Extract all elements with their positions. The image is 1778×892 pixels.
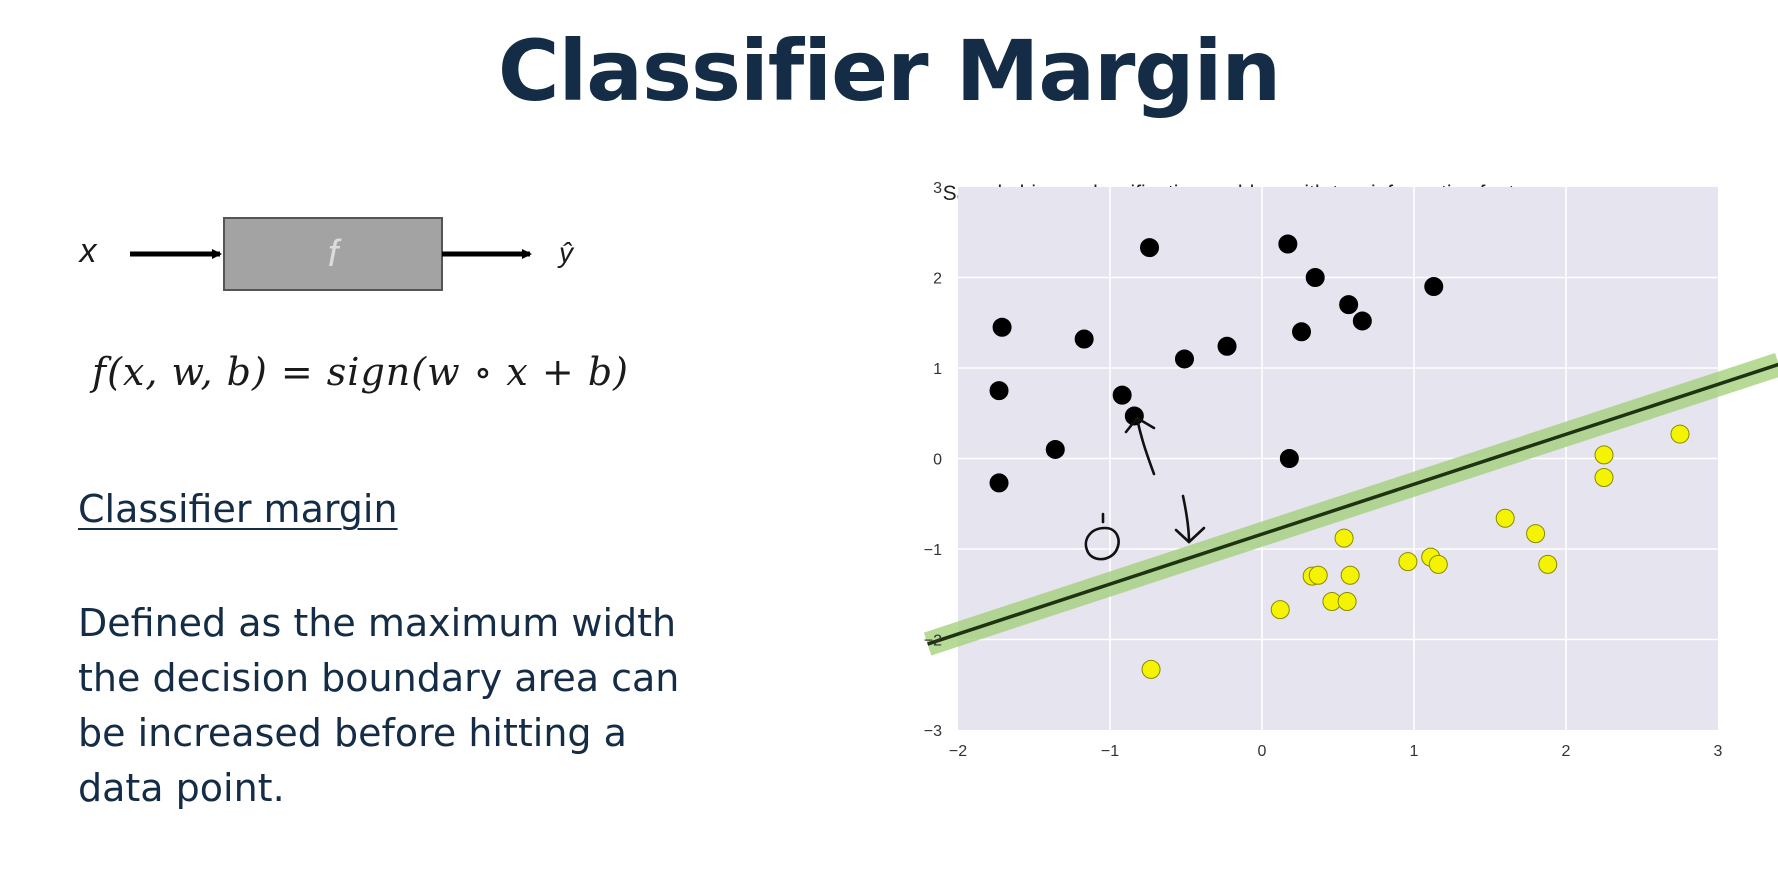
class-yellow-point [1340,565,1360,585]
class-yellow-point [1270,600,1290,620]
data-points [989,234,1690,679]
class-yellow-point [1594,468,1614,488]
class-yellow-point [1538,554,1558,574]
class-black-point [1217,336,1237,356]
class-black-point [1074,329,1094,349]
class-black-point [1112,385,1132,405]
class-yellow-point [1594,445,1614,465]
classifier-equation: f(x, w, b) = sign(w ∘ x + b) [92,350,629,394]
class-black-point [1174,349,1194,369]
class-yellow-point [1337,591,1357,611]
annotation-arrow-up-head [1124,416,1156,434]
x-tick-label: 0 [1258,743,1267,760]
class-black-point [1140,238,1160,258]
annotation-arrow-down-head [1174,526,1206,544]
diagram-input-label: x [78,232,98,270]
class-yellow-point [1308,565,1328,585]
class-yellow-point [1495,508,1515,528]
margin-heading: Classifier margin [78,487,398,531]
class-black-point [992,317,1012,337]
annotation-arrow-down [1181,494,1191,544]
class-yellow-point [1526,524,1546,544]
x-tick-label: 3 [1714,743,1723,760]
margin-definition: Defined as the maximum width the decisio… [78,601,680,810]
x-tick-label: 1 [1410,743,1419,760]
x-tick-label: −1 [1101,743,1119,760]
class-yellow-point [1334,528,1354,548]
class-black-point [1292,322,1312,342]
class-black-point [1339,295,1359,315]
function-label: f [328,233,342,275]
x-tick-label: 2 [1562,743,1571,760]
y-tick-label: 2 [933,271,942,288]
scatter-chart: Sample binary classification problem wit… [923,180,1778,760]
decision-boundary-line [927,362,1778,646]
class-black-point [1305,268,1325,287]
x-tick-label: −2 [949,743,967,760]
class-yellow-point [1141,659,1161,679]
annotation-circle [1084,526,1120,561]
y-tick-label: 3 [933,180,942,197]
function-block-diagram: x f ŷ [78,217,575,291]
margin-band-layer [923,352,1778,656]
class-black-point [1278,234,1298,254]
class-black-point [1424,277,1444,297]
class-black-point [989,473,1009,493]
tick-labels: −2 −1 0 1 2 3 −3 −2 −1 0 1 2 3 [924,180,1723,760]
y-tick-label: −3 [924,723,942,740]
diagram-output-label: ŷ [557,237,575,268]
y-tick-label: 0 [933,452,942,469]
y-tick-label: −2 [924,633,942,650]
class-black-point [1279,449,1299,468]
y-tick-label: −1 [924,542,942,559]
slide-title: Classifier Margin [497,22,1281,120]
annotation-arrow-up [1135,416,1156,476]
grid-lines [958,187,1718,730]
class-yellow-point [1428,554,1448,574]
class-black-point [989,381,1009,401]
class-yellow-point [1670,424,1690,444]
class-black-point [1352,311,1372,331]
scatter-chart-container: Sample binary classification problem wit… [760,170,1778,892]
class-black-point [1045,439,1065,459]
y-tick-label: 1 [933,361,942,378]
class-yellow-point [1398,552,1418,572]
hand-drawn-annotations [1084,416,1206,561]
